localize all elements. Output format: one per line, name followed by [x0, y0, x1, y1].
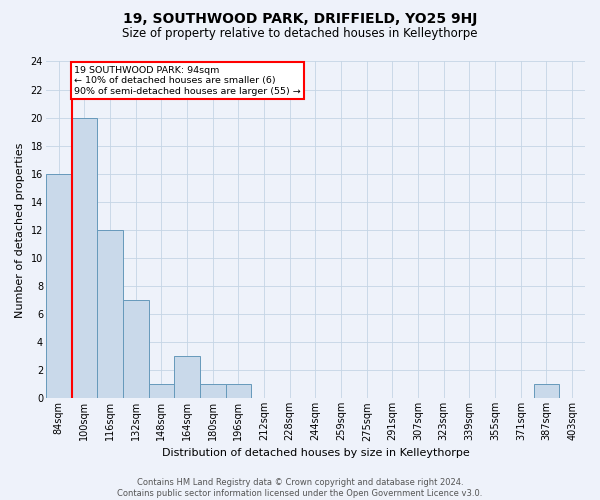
Bar [71, 118, 97, 398]
Text: 19, SOUTHWOOD PARK, DRIFFIELD, YO25 9HJ: 19, SOUTHWOOD PARK, DRIFFIELD, YO25 9HJ [123, 12, 477, 26]
Bar [149, 384, 174, 398]
Bar [123, 300, 149, 398]
Text: 19 SOUTHWOOD PARK: 94sqm
← 10% of detached houses are smaller (6)
90% of semi-de: 19 SOUTHWOOD PARK: 94sqm ← 10% of detach… [74, 66, 301, 96]
Bar [200, 384, 226, 398]
Bar [174, 356, 200, 399]
Bar [97, 230, 123, 398]
Bar [46, 174, 71, 398]
Bar [533, 384, 559, 398]
X-axis label: Distribution of detached houses by size in Kelleythorpe: Distribution of detached houses by size … [161, 448, 469, 458]
Y-axis label: Number of detached properties: Number of detached properties [15, 142, 25, 318]
Bar [226, 384, 251, 398]
Text: Size of property relative to detached houses in Kelleythorpe: Size of property relative to detached ho… [122, 28, 478, 40]
Text: Contains HM Land Registry data © Crown copyright and database right 2024.
Contai: Contains HM Land Registry data © Crown c… [118, 478, 482, 498]
